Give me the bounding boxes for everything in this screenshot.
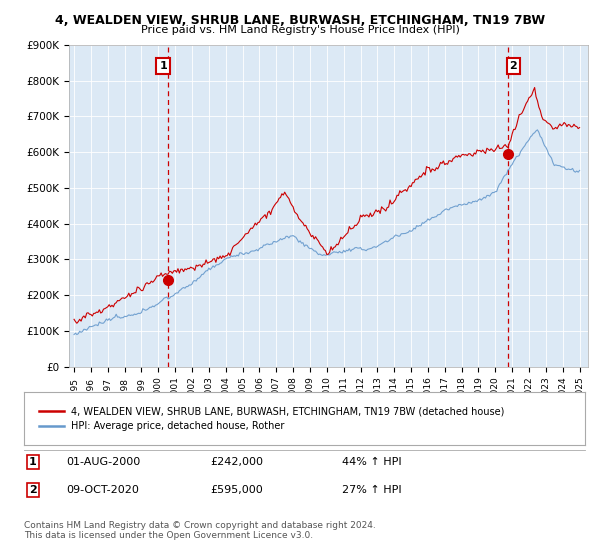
Text: 4, WEALDEN VIEW, SHRUB LANE, BURWASH, ETCHINGHAM, TN19 7BW: 4, WEALDEN VIEW, SHRUB LANE, BURWASH, ET… (55, 14, 545, 27)
Text: 1: 1 (29, 457, 37, 467)
Text: 2: 2 (29, 485, 37, 495)
Text: £595,000: £595,000 (210, 485, 263, 495)
Text: 1: 1 (159, 61, 167, 71)
Text: 09-OCT-2020: 09-OCT-2020 (66, 485, 139, 495)
Text: 44% ↑ HPI: 44% ↑ HPI (342, 457, 401, 467)
Text: Contains HM Land Registry data © Crown copyright and database right 2024.
This d: Contains HM Land Registry data © Crown c… (24, 521, 376, 540)
Text: Price paid vs. HM Land Registry's House Price Index (HPI): Price paid vs. HM Land Registry's House … (140, 25, 460, 35)
Text: £242,000: £242,000 (210, 457, 263, 467)
Legend: 4, WEALDEN VIEW, SHRUB LANE, BURWASH, ETCHINGHAM, TN19 7BW (detached house), HPI: 4, WEALDEN VIEW, SHRUB LANE, BURWASH, ET… (34, 402, 509, 436)
Text: 01-AUG-2000: 01-AUG-2000 (66, 457, 140, 467)
Text: 2: 2 (509, 61, 517, 71)
Text: 27% ↑ HPI: 27% ↑ HPI (342, 485, 401, 495)
